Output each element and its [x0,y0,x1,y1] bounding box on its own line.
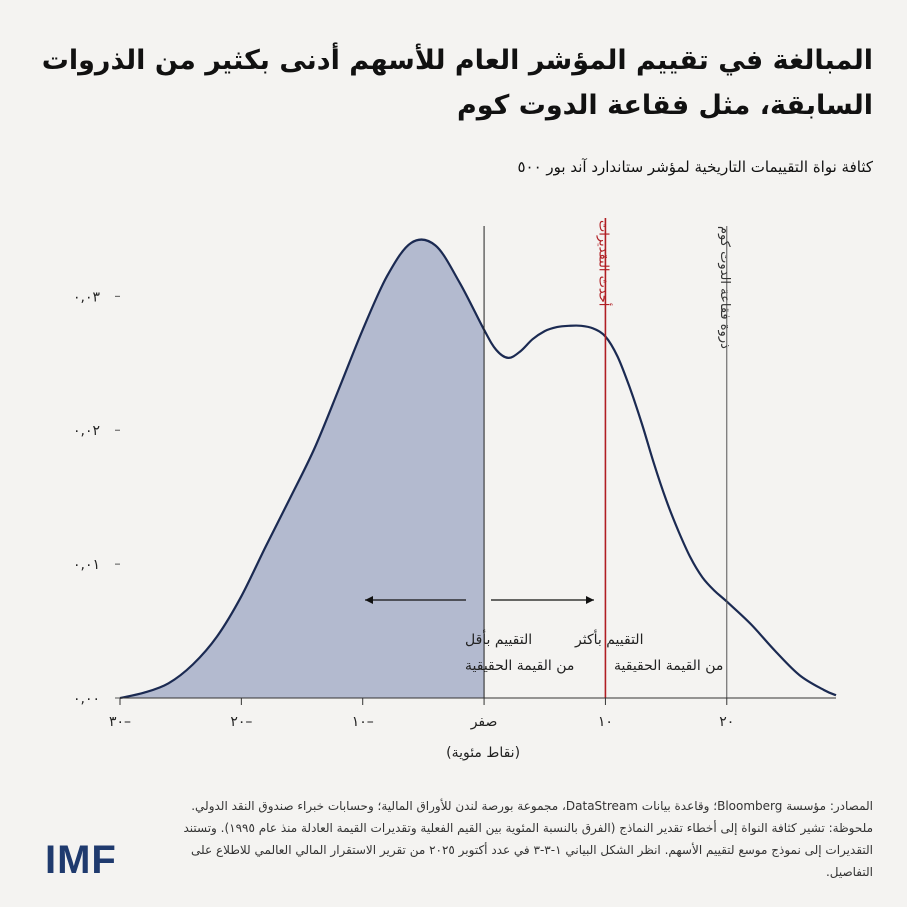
undervalued-label-line2: من القيمة الحقيقية [465,658,574,674]
sources-note: المصادر: مؤسسة Bloomberg؛ وقاعدة بيانات … [183,799,873,879]
x-tick-label: ٢٠ [719,714,734,730]
overvalued-arrow [491,596,594,604]
undervalued-arrow-head [365,596,373,604]
latest-estimate-label: أحدث التقديرات [595,220,612,306]
density-curve [119,238,837,700]
y-tick-label: ٠,٠٣ [73,289,100,305]
dotcom-peak-label: ذروة فقاعة الدوت كوم [717,226,732,349]
x-tick-label: ٢٠– [230,714,252,730]
undervalued-arrow [365,596,466,604]
x-tick-label: ١٠ [598,714,613,730]
x-ticks: ٣٠– ٢٠– ١٠– صفر ١٠ ٢٠ [109,698,734,730]
chart-subtitle: كثافة نواة التقييمات التاريخية لمؤشر ستا… [517,158,873,176]
undervalued-shaded-area [120,239,485,698]
y-tick-label: ٠,٠٠ [73,691,100,707]
undervalued-label-line1: التقييم بأقل [465,629,532,648]
x-tick-label: ١٠– [352,714,374,730]
x-tick-label: ٣٠– [109,714,131,730]
overvalued-arrow-head [586,596,594,604]
overvalued-label-line2: من القيمة الحقيقية [614,658,723,674]
y-tick-label: ٠,٠٢ [73,423,100,439]
chart-title: المبالغة في تقييم المؤشر العام للأسهم أد… [41,45,873,121]
y-ticks: ٠,٠٠ ٠,٠١ ٠,٠٢ ٠,٠٣ [73,289,120,707]
x-tick-label: صفر [470,714,498,730]
x-axis-label: (نقاط مئوية) [446,745,520,761]
imf-logo: IMF [45,838,117,882]
overvalued-label-line1: التقييم بأكثر [574,629,643,648]
y-tick-label: ٠,٠١ [73,557,100,573]
